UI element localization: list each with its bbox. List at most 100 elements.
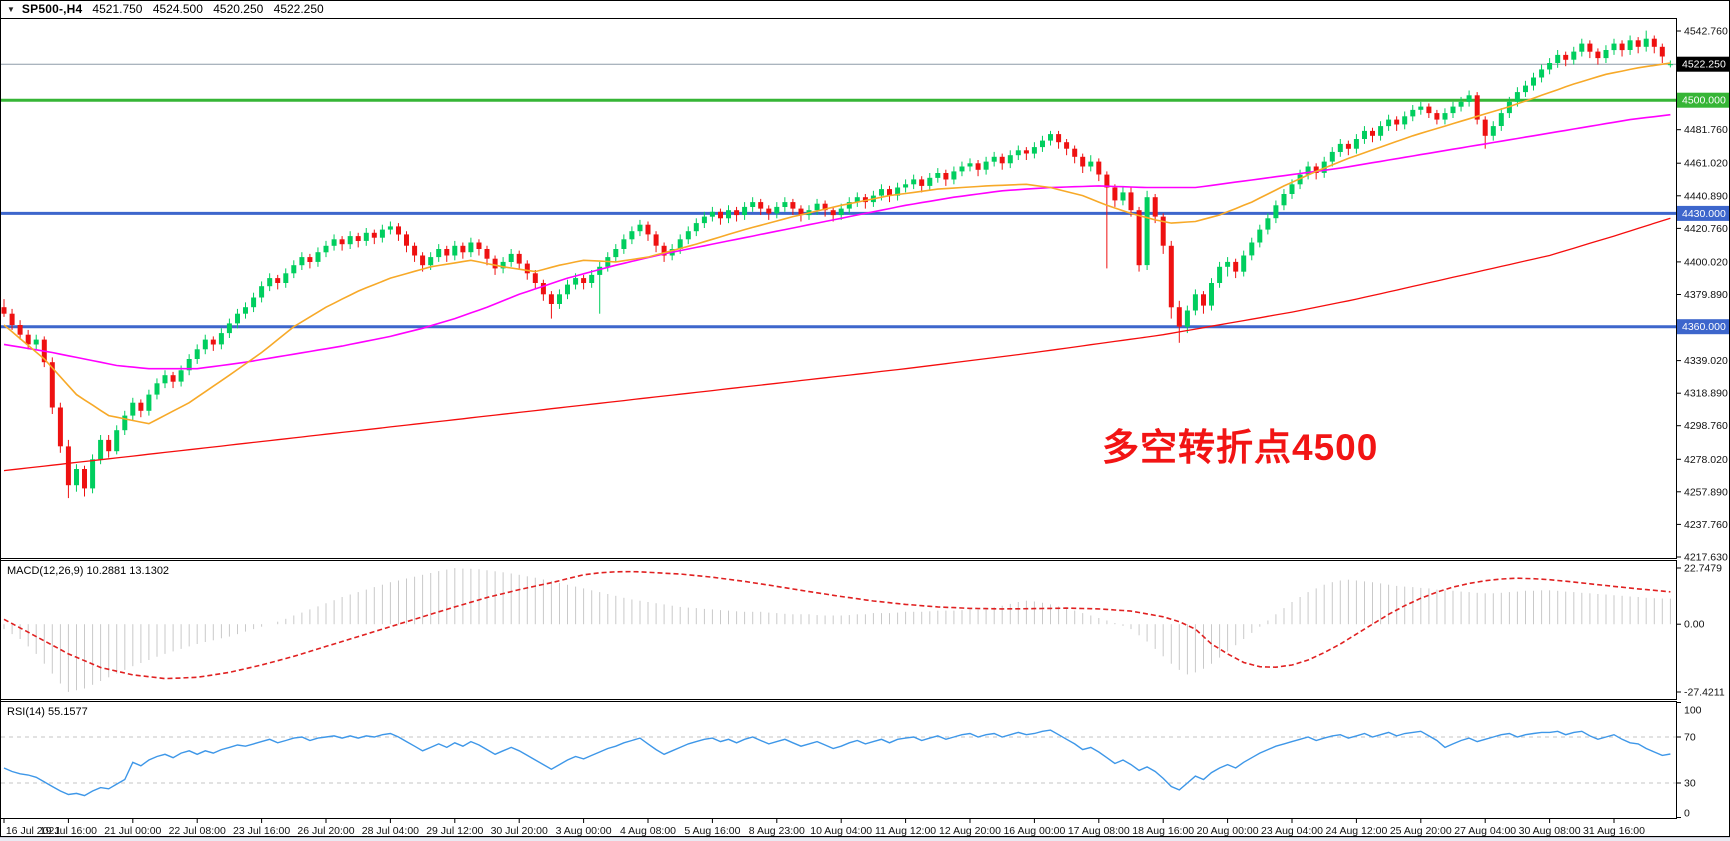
candle [1595, 51, 1601, 59]
time-axis-label: 12 Aug 20:00 [939, 825, 1001, 837]
symbol-dropdown-icon[interactable]: ▼ [7, 4, 15, 14]
candle [822, 203, 828, 211]
candle [1031, 147, 1037, 154]
macd-indicator-label: MACD(12,26,9) 10.2881 13.1302 [7, 565, 170, 577]
window-bottom-strip [0, 837, 1730, 841]
price-badge-label: 4522.250 [1682, 59, 1726, 71]
candle [959, 166, 965, 172]
level-lines-layer [1, 63, 1676, 329]
price-axis-label: 4542.760 [1684, 26, 1728, 38]
candle [1007, 155, 1013, 164]
price-badge-label: 4500.000 [1682, 95, 1726, 107]
candle [1506, 101, 1512, 114]
symbol-timeframe-label: SP500-,H4 [21, 2, 83, 16]
candle [1587, 43, 1593, 52]
candle [243, 307, 248, 314]
candle [1249, 242, 1255, 256]
rsi-axis[interactable]: 100 70 30 0 [1676, 702, 1702, 820]
candle [98, 439, 104, 460]
candle [1442, 113, 1448, 120]
time-axis-label: 22 Jul 08:00 [169, 825, 226, 837]
pane-frame [0, 18, 1677, 559]
candle [798, 208, 804, 216]
candle [991, 156, 997, 162]
candles-layer [1, 30, 1673, 499]
chart-annotation-text[interactable]: 多空转折点4500 [1102, 427, 1379, 468]
candle [74, 469, 79, 486]
candle [1418, 106, 1424, 110]
candle [1305, 166, 1311, 175]
candle [259, 286, 265, 298]
price-axis[interactable]: 4542.760 4522.250 4500.000 4481.760 4461.020… [1676, 26, 1730, 564]
time-axis-label: 3 Aug 00:00 [556, 825, 612, 837]
candle [548, 294, 554, 304]
time-axis-label: 30 Jul 20:00 [491, 825, 548, 837]
candle [814, 203, 820, 211]
candle [1112, 187, 1118, 201]
candle [573, 278, 579, 285]
candle [975, 163, 981, 170]
time-axis-label: 16 Aug 00:00 [1003, 825, 1065, 837]
time-axis-label: 28 Jul 04:00 [362, 825, 419, 837]
time-axis-label: 5 Aug 16:00 [684, 825, 740, 837]
candle [1458, 101, 1464, 107]
price-axis-label: 4298.760 [1684, 420, 1728, 432]
candle [935, 173, 941, 178]
candle [307, 257, 313, 262]
candle [1289, 184, 1295, 194]
candle [428, 257, 434, 266]
macd-axis-label: 22.7479 [1684, 563, 1722, 575]
time-axis-label: 23 Jul 16:00 [233, 825, 290, 837]
candle [1233, 261, 1239, 272]
macd-axis[interactable]: 22.7479 0.00 -27.4211 [1676, 563, 1725, 699]
candle [476, 242, 482, 249]
candle [693, 223, 699, 232]
candle [1337, 143, 1343, 152]
candle [331, 239, 337, 246]
candle [1474, 95, 1480, 120]
candle [967, 163, 973, 167]
candle [396, 226, 401, 235]
rsi-axis-label: 70 [1684, 732, 1696, 744]
high-value: 4524.500 [152, 2, 203, 16]
candle [1152, 197, 1158, 217]
time-axis-label: 20 Aug 00:00 [1197, 825, 1259, 837]
candle [460, 245, 466, 253]
candle [1539, 69, 1545, 78]
rsi-axis-label: 30 [1684, 778, 1696, 790]
time-axis-label: 18 Aug 16:00 [1132, 825, 1194, 837]
candle [154, 383, 160, 395]
time-axis-label: 10 Aug 04:00 [810, 825, 872, 837]
candle [90, 459, 96, 489]
candle [1048, 134, 1053, 141]
candle [1225, 261, 1231, 267]
pane-frame [0, 560, 1677, 700]
ohlc-readout: 4521.750 4524.500 4520.250 4522.250 [92, 2, 330, 16]
candle [1265, 218, 1271, 230]
candle [1547, 63, 1553, 70]
candle [1281, 194, 1287, 206]
candle [1040, 140, 1045, 148]
candle [57, 407, 63, 447]
candle [1056, 134, 1062, 143]
candle [299, 257, 305, 266]
candle [1273, 205, 1279, 219]
candle [838, 208, 844, 216]
time-axis-label: 30 Aug 08:00 [1519, 825, 1581, 837]
candle [1514, 92, 1520, 102]
candle [1241, 255, 1247, 272]
rsi-line [3, 729, 1671, 797]
candle [9, 313, 15, 325]
candle [82, 469, 87, 489]
candle [726, 210, 731, 219]
candle [226, 323, 232, 334]
candle [661, 245, 667, 256]
candle [25, 334, 31, 345]
candle [653, 234, 659, 246]
candle [1080, 156, 1086, 167]
candle [267, 278, 273, 287]
time-axis-label: 4 Aug 08:00 [620, 825, 676, 837]
